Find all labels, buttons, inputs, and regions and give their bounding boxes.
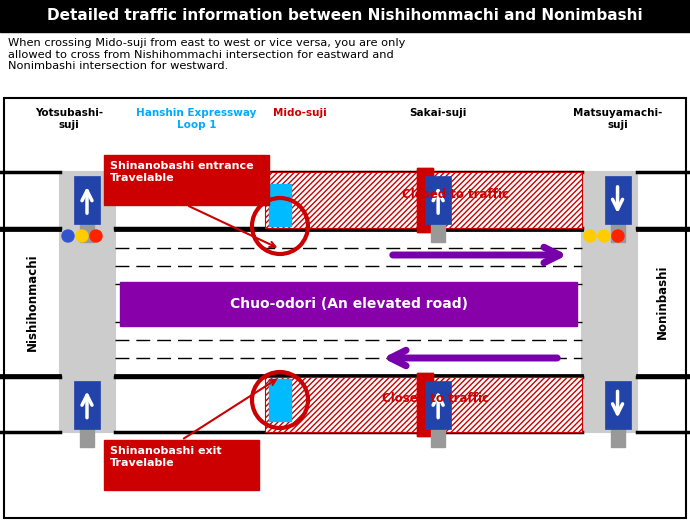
Text: Shinanobashi entrance
Travelable: Shinanobashi entrance Travelable: [110, 161, 254, 183]
Text: When crossing Mido-suji from east to west or vice versa, you are only
allowed to: When crossing Mido-suji from east to wes…: [8, 38, 406, 71]
Bar: [425, 176, 451, 224]
Bar: [417, 168, 433, 232]
Text: Nishihonmachi: Nishihonmachi: [26, 253, 39, 351]
Bar: [417, 373, 433, 436]
Bar: [604, 381, 631, 429]
Bar: [80, 224, 94, 242]
Text: Detailed traffic information between Nishihommachi and Nonimbashi: Detailed traffic information between Nis…: [47, 8, 643, 23]
Bar: [269, 184, 291, 226]
Text: Closed to traffic: Closed to traffic: [402, 187, 509, 200]
Text: Shinanobashi exit
Travelable: Shinanobashi exit Travelable: [110, 446, 221, 468]
Bar: [120, 282, 577, 326]
Bar: [0, 0, 690, 32]
Bar: [104, 440, 259, 490]
Bar: [417, 168, 433, 232]
Text: Sakai-suji: Sakai-suji: [409, 108, 467, 118]
Bar: [265, 377, 582, 432]
Bar: [269, 379, 291, 421]
Bar: [604, 176, 631, 224]
Bar: [611, 429, 624, 446]
Circle shape: [584, 230, 596, 242]
Bar: [104, 155, 269, 205]
Text: Yotsubashi-
suji: Yotsubashi- suji: [35, 108, 103, 129]
Bar: [417, 373, 433, 436]
Circle shape: [62, 230, 74, 242]
Bar: [431, 224, 445, 242]
Circle shape: [76, 230, 88, 242]
Bar: [582, 172, 637, 432]
Bar: [4, 34, 686, 98]
Bar: [425, 381, 451, 429]
Bar: [265, 172, 582, 228]
Bar: [74, 176, 100, 224]
Text: Noninbashi: Noninbashi: [656, 265, 669, 339]
Bar: [74, 381, 100, 429]
Text: Mido-suji: Mido-suji: [273, 108, 327, 118]
Text: Chuo-odori (An elevated road): Chuo-odori (An elevated road): [230, 297, 468, 311]
Bar: [611, 224, 624, 242]
Text: Hanshin Expressway
Loop 1: Hanshin Expressway Loop 1: [137, 108, 257, 129]
Circle shape: [598, 230, 610, 242]
Bar: [4, 98, 686, 518]
Circle shape: [612, 230, 624, 242]
Text: Closed to traffic: Closed to traffic: [382, 393, 489, 406]
Bar: [431, 429, 445, 446]
Bar: [60, 172, 115, 432]
Circle shape: [90, 230, 102, 242]
Bar: [80, 429, 94, 446]
Text: Matsuyamachi-
suji: Matsuyamachi- suji: [573, 108, 662, 129]
